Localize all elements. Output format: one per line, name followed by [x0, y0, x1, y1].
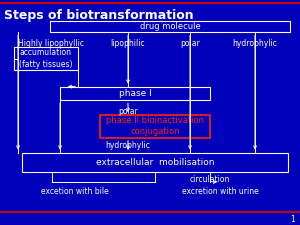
Text: hydrophylic: hydrophylic [106, 141, 150, 150]
Text: polar: polar [180, 39, 200, 48]
Text: drug molecule: drug molecule [140, 22, 200, 31]
Text: phase I: phase I [118, 89, 152, 98]
Bar [22, 153, 288, 172]
Text: circulation: circulation [190, 175, 230, 184]
Text: accumulation
(fatty tissues): accumulation (fatty tissues) [19, 49, 73, 69]
Text: lipophilic: lipophilic [111, 39, 145, 48]
Text: polar: polar [118, 107, 138, 116]
Bar [60, 87, 210, 100]
Text: excretion with urine: excretion with urine [182, 187, 258, 196]
Text: Steps of biotransformation: Steps of biotransformation [4, 9, 194, 22]
Text: 1: 1 [290, 214, 295, 223]
Text: hydrophylic: hydrophylic [232, 39, 278, 48]
Text: extracellular  mobilisation: extracellular mobilisation [96, 158, 214, 167]
Text: excetion with bile: excetion with bile [41, 187, 109, 196]
Text: Highly lipophyllic: Highly lipophyllic [18, 39, 84, 48]
Bar [50, 21, 290, 32]
Bar [14, 47, 78, 70]
Bar [100, 115, 210, 138]
Text: phase II bioinactivation
conjugation: phase II bioinactivation conjugation [106, 116, 204, 137]
